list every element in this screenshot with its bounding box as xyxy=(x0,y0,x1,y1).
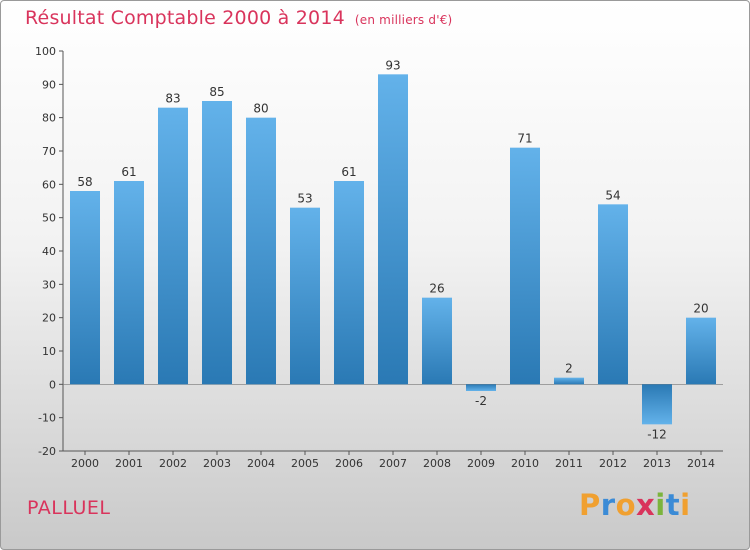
value-label: 26 xyxy=(429,282,444,296)
chart-title: Résultat Comptable 2000 à 2014 (en millie… xyxy=(25,7,452,29)
value-label: 85 xyxy=(209,85,224,99)
logo-letter: x xyxy=(636,488,656,522)
chart-subtitle: (en milliers d'€) xyxy=(354,13,453,27)
value-label: 80 xyxy=(253,102,268,116)
x-tick-label: 2012 xyxy=(599,457,627,470)
title-text: Résultat Comptable 2000 à 2014 xyxy=(25,7,345,29)
bar-2013 xyxy=(642,384,672,425)
y-tick-label: 10 xyxy=(42,345,56,358)
x-tick-label: 2010 xyxy=(511,457,539,470)
y-tick-label: 80 xyxy=(42,112,56,125)
value-labels: 58 61 83 85 80 53 61 93 26 -2 71 2 54 -12 20 xyxy=(77,58,708,441)
bar-2012 xyxy=(598,204,628,385)
x-tick-label: 2007 xyxy=(379,457,407,470)
logo-letter: r xyxy=(600,488,616,522)
proxiti-logo[interactable]: Proxiti xyxy=(579,488,691,522)
value-label: -2 xyxy=(475,394,487,408)
x-tick-label: 2011 xyxy=(555,457,583,470)
bar-2007 xyxy=(378,74,408,385)
value-label: 58 xyxy=(77,175,92,189)
logo-letter: o xyxy=(615,488,637,522)
value-label: 83 xyxy=(165,92,180,106)
bar-2002 xyxy=(158,107,188,385)
bar-2011 xyxy=(554,377,584,385)
bar-2003 xyxy=(202,101,232,385)
value-label: -12 xyxy=(647,427,667,441)
bar-2006 xyxy=(334,181,364,385)
y-tick-label: 70 xyxy=(42,145,56,158)
value-label: 54 xyxy=(605,188,620,202)
value-label: 93 xyxy=(385,58,400,72)
y-tick-label: 90 xyxy=(42,78,56,91)
x-tick-label: 2004 xyxy=(247,457,275,470)
y-tick-label: 50 xyxy=(42,212,56,225)
y-tick-label: 20 xyxy=(42,312,56,325)
value-label: 2 xyxy=(565,362,573,376)
value-label: 71 xyxy=(517,132,532,146)
bar-2004 xyxy=(246,117,276,385)
x-tick-label: 2000 xyxy=(71,457,99,470)
y-tick-label: 40 xyxy=(42,245,56,258)
x-tick-label: 2006 xyxy=(335,457,363,470)
y-tick-label: -20 xyxy=(38,445,56,458)
bar-2008 xyxy=(422,297,452,385)
x-tick-label: 2005 xyxy=(291,457,319,470)
y-tick-label: 30 xyxy=(42,278,56,291)
bar-2014 xyxy=(686,317,716,385)
bars xyxy=(70,74,716,425)
logo-letter: i xyxy=(680,488,691,522)
logo-letter: i xyxy=(655,488,666,522)
x-tick-label: 2014 xyxy=(687,457,715,470)
y-tick-label: 0 xyxy=(49,378,56,391)
bar-2005 xyxy=(290,207,320,385)
value-label: 53 xyxy=(297,192,312,206)
x-tick-label: 2003 xyxy=(203,457,231,470)
value-label: 61 xyxy=(121,165,136,179)
logo-letter: P xyxy=(579,488,601,522)
x-tick-label: 2013 xyxy=(643,457,671,470)
bar-2010 xyxy=(510,147,540,385)
y-tick-label: 100 xyxy=(35,45,56,58)
x-tick-label: 2009 xyxy=(467,457,495,470)
bar-2001 xyxy=(114,181,144,385)
value-label: 61 xyxy=(341,165,356,179)
y-tick-label: -10 xyxy=(38,412,56,425)
commune-name: PALLUEL xyxy=(27,497,111,519)
x-tick-label: 2001 xyxy=(115,457,143,470)
x-tick-label: 2002 xyxy=(159,457,187,470)
x-tick-label: 2008 xyxy=(423,457,451,470)
axes: -20 -10 0 10 20 30 40 50 60 70 80 90 100 2000 2001 2002… xyxy=(35,45,723,470)
value-label: 20 xyxy=(693,302,708,316)
bar-2009 xyxy=(466,384,496,391)
bar-2000 xyxy=(70,191,100,385)
y-tick-label: 60 xyxy=(42,178,56,191)
logo-letter: t xyxy=(665,488,681,522)
